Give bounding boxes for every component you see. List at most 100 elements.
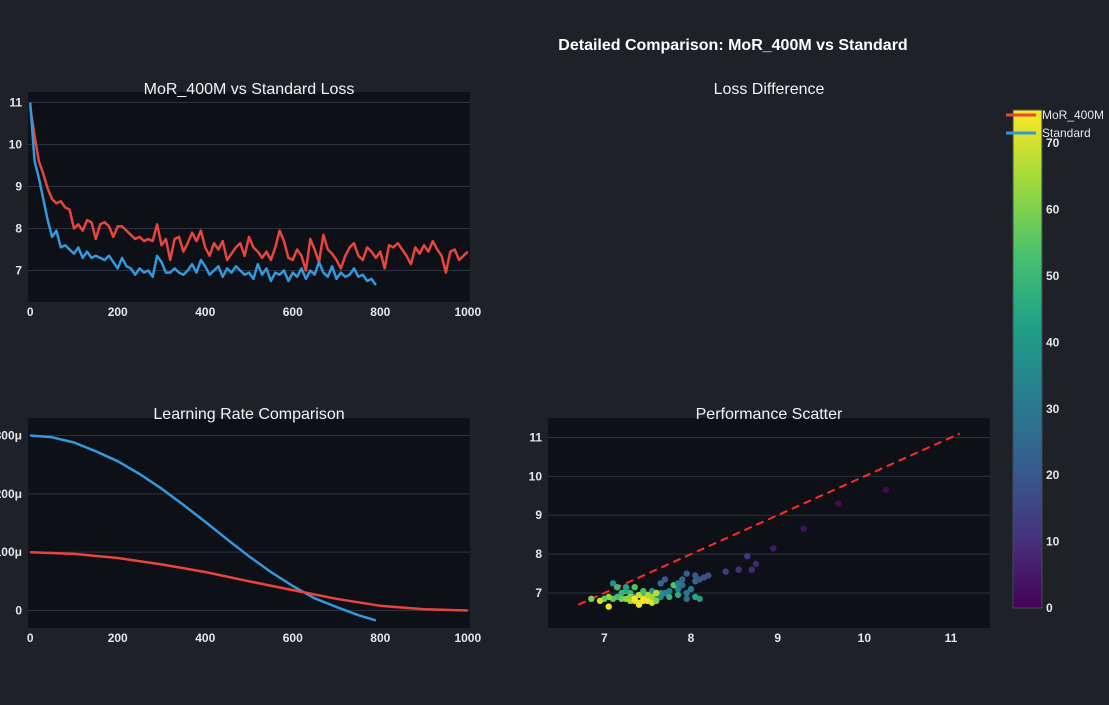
scatter-point-51 bbox=[648, 593, 656, 601]
scatter-point-16 bbox=[661, 576, 669, 583]
scatter-xtick-1: 8 bbox=[688, 631, 695, 645]
scatter-point-69 bbox=[631, 595, 638, 602]
scatter-point-3 bbox=[770, 545, 777, 552]
scatter-point-56 bbox=[588, 595, 595, 602]
colorbar-tick-1: 10 bbox=[1046, 535, 1060, 549]
scatter-diagonal-line bbox=[577, 432, 961, 606]
scatter-point-0 bbox=[882, 486, 890, 494]
lr-xtick-0: 0 bbox=[27, 631, 34, 645]
scatter-xtick-2: 9 bbox=[774, 631, 781, 645]
loss-ytick-4: 11 bbox=[9, 96, 22, 110]
lr-plot-layer: 0 100μ 200μ 300μ 0 200 400 600 800 1000 bbox=[0, 429, 481, 646]
scatter-ytick-1: 8 bbox=[535, 547, 542, 561]
scatter-point-48 bbox=[635, 591, 643, 599]
loss-ytick-3: 10 bbox=[9, 138, 23, 152]
scatter-point-57 bbox=[605, 603, 612, 610]
lr-xtick-3: 600 bbox=[283, 631, 303, 645]
scatter-point-21 bbox=[674, 585, 682, 593]
scatter-xtick-4: 11 bbox=[945, 631, 958, 645]
loss-ytick-2: 9 bbox=[15, 180, 22, 194]
scatter-point-12 bbox=[692, 572, 699, 579]
colorbar-tick-3: 30 bbox=[1046, 402, 1060, 416]
scatter-ytick-3: 10 bbox=[529, 469, 543, 483]
scatter-title: Performance Scatter bbox=[696, 406, 843, 423]
scatter-point-20 bbox=[683, 589, 690, 597]
lr-series-standard bbox=[30, 434, 377, 622]
scatter-point-8 bbox=[722, 568, 729, 575]
scatter-point-37 bbox=[618, 589, 625, 597]
scatter-point-14 bbox=[692, 578, 699, 585]
lr-title: Learning Rate Comparison bbox=[153, 406, 344, 423]
legend-item-standard[interactable]: Standard bbox=[1006, 126, 1091, 140]
scatter-point-49 bbox=[640, 597, 647, 604]
scatter-point-19 bbox=[687, 585, 695, 593]
lr-xtick-5: 1000 bbox=[454, 631, 481, 645]
scatter-point-63 bbox=[640, 587, 647, 595]
loss-series-standard bbox=[28, 102, 377, 286]
lr-ytick-3: 300μ bbox=[0, 429, 22, 443]
lr-subplot: Learning Rate Comparison 0 100μ 200μ 300μ 0 2… bbox=[0, 406, 481, 645]
legend-item-mor[interactable]: MoR_400M bbox=[1006, 108, 1104, 122]
legend-label-mor: MoR_400M bbox=[1042, 108, 1104, 122]
scatter-point-33 bbox=[696, 595, 703, 602]
scatter-point-13 bbox=[683, 570, 690, 577]
loss-plot-layer: 7 8 9 10 11 0 200 400 600 800 1000 bbox=[9, 96, 482, 320]
loss-plot-area bbox=[28, 92, 470, 302]
lr-xtick-1: 200 bbox=[108, 631, 128, 645]
scatter-point-65 bbox=[674, 580, 682, 587]
colorbar-tick-7: 70 bbox=[1046, 136, 1060, 150]
scatter-xtick-3: 10 bbox=[858, 631, 872, 645]
scatter-point-5 bbox=[752, 560, 760, 567]
scatter-ytick-4: 11 bbox=[529, 430, 542, 444]
scatter-point-6 bbox=[748, 566, 755, 573]
scatter-point-7 bbox=[735, 566, 742, 573]
loss-title: MoR_400M vs Standard Loss bbox=[144, 81, 355, 98]
lr-ytick-2: 200μ bbox=[0, 487, 22, 501]
scatter-point-30 bbox=[666, 593, 673, 601]
scatter-point-60 bbox=[622, 584, 630, 591]
scatter-point-58 bbox=[596, 597, 604, 604]
scatter-point-61 bbox=[631, 584, 638, 591]
scatter-point-4 bbox=[744, 552, 751, 560]
diff-subplot: Loss Difference bbox=[714, 81, 825, 98]
scatter-point-2 bbox=[800, 525, 807, 532]
scatter-plot-layer: 7 8 9 10 11 7 8 9 10 11 bbox=[529, 430, 990, 645]
loss-series-mor-400m bbox=[28, 106, 469, 274]
scatter-point-67 bbox=[653, 589, 660, 597]
scatter-point-66 bbox=[683, 595, 690, 602]
figure-title: Detailed Comparison: MoR_400M vs Standar… bbox=[558, 37, 907, 54]
loss-xtick-2: 400 bbox=[195, 305, 215, 319]
lr-series-mor-400m bbox=[30, 550, 468, 612]
scatter-ytick-0: 7 bbox=[535, 586, 542, 600]
scatter-point-64 bbox=[657, 589, 664, 597]
loss-subplot: MoR_400M vs Standard Loss 7 8 9 10 11 0 200 400… bbox=[9, 81, 482, 319]
lr-ytick-0: 0 bbox=[15, 604, 22, 618]
colorbar: 0 10 20 30 40 50 60 70 bbox=[1012, 109, 1060, 615]
loss-xtick-5: 1000 bbox=[454, 305, 481, 319]
loss-xtick-1: 200 bbox=[108, 305, 128, 319]
scatter-xtick-0: 7 bbox=[601, 631, 608, 645]
scatter-point-59 bbox=[609, 580, 617, 587]
scatter-point-15 bbox=[679, 576, 686, 583]
scatter-ytick-2: 9 bbox=[535, 508, 542, 522]
lr-xtick-4: 800 bbox=[370, 631, 390, 645]
colorbar-ticks: 0 10 20 30 40 50 60 70 bbox=[1046, 136, 1060, 615]
loss-xtick-4: 800 bbox=[370, 305, 390, 319]
scatter-point-1 bbox=[835, 500, 842, 507]
legend[interactable]: MoR_400M Standard bbox=[1006, 108, 1104, 140]
loss-ytick-1: 8 bbox=[15, 222, 22, 236]
loss-xtick-0: 0 bbox=[27, 305, 34, 319]
scatter-subplot: Performance Scatter 7 8 9 10 11 7 8 9 10 11 bbox=[529, 406, 990, 645]
scatter-point-52 bbox=[653, 597, 660, 604]
loss-xtick-3: 600 bbox=[283, 305, 303, 319]
colorbar-tick-0: 0 bbox=[1046, 601, 1053, 615]
scatter-point-62 bbox=[614, 584, 621, 591]
diff-title: Loss Difference bbox=[714, 81, 825, 98]
legend-label-standard: Standard bbox=[1042, 126, 1091, 140]
colorbar-gradient bbox=[1012, 109, 1043, 609]
lr-xtick-2: 400 bbox=[195, 631, 215, 645]
scatter-point-17 bbox=[657, 580, 664, 587]
colorbar-tick-2: 20 bbox=[1046, 468, 1060, 482]
